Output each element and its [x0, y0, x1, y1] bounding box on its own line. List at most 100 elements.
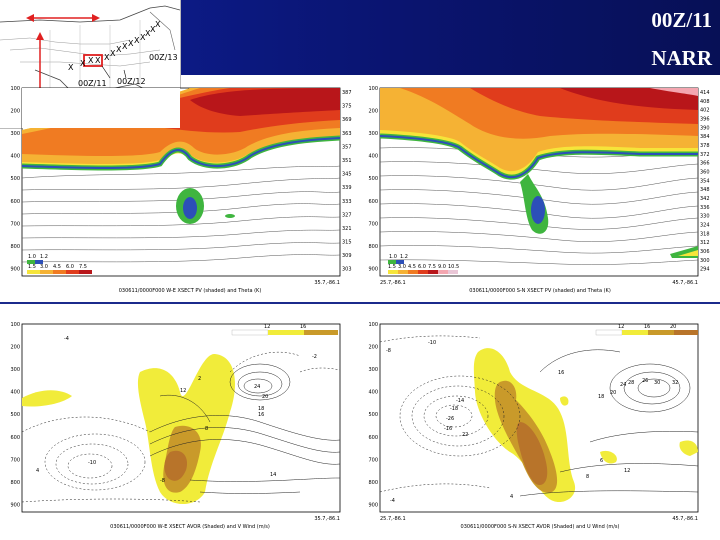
svg-text:4: 4 [36, 468, 39, 474]
theta-tick: 387 [342, 90, 352, 96]
theta-tick: 324 [700, 223, 710, 229]
theta-tick: 309 [342, 253, 352, 259]
theta-tick: 303 [342, 267, 352, 273]
theta-axis-pv-sn: 414 408 402 396 390 384 378 372 366 360 354 348 342 3… [700, 90, 710, 273]
theta-tick: 306 [700, 249, 710, 255]
pressure-tick: 100 [10, 322, 20, 328]
pressure-tick: 200 [368, 345, 378, 351]
pressure-tick: 800 [10, 244, 20, 250]
svg-text:7.5: 7.5 [79, 264, 87, 270]
pressure-tick: 900 [368, 266, 378, 272]
svg-text:2: 2 [198, 376, 201, 382]
pressure-tick: 500 [10, 412, 20, 418]
svg-text:4.5: 4.5 [408, 264, 416, 270]
pressure-axis-pv-we: 100 200 300 400 500 600 700 800 900 [10, 86, 20, 272]
svg-text:6: 6 [600, 458, 603, 464]
track-marker: X [80, 59, 86, 68]
svg-text:18: 18 [258, 406, 264, 412]
pressure-tick: 300 [10, 131, 20, 137]
caption-pv-sn: 030611/0000F000 S-N XSECT PV (shaded) an… [469, 288, 611, 294]
track-marker: X [68, 63, 74, 72]
pressure-tick: 900 [368, 502, 378, 508]
theta-tick: 339 [342, 185, 352, 191]
theta-tick: 294 [700, 267, 710, 273]
pressure-tick: 900 [10, 266, 20, 272]
svg-text:7.5: 7.5 [428, 264, 436, 270]
pressure-tick: 400 [10, 154, 20, 160]
track-marker: X [150, 25, 156, 34]
contour-labels-avor-we: -4 4 -10 24 20 12 8 18 16 14 -2 -8 2 [36, 336, 317, 484]
svg-text:32: 32 [672, 380, 678, 386]
theta-tick: 375 [342, 104, 352, 110]
theta-tick: 369 [342, 117, 352, 123]
dataset-label: NARR [651, 46, 712, 70]
theta-tick: 342 [700, 196, 710, 202]
svg-text:10.5: 10.5 [448, 264, 459, 270]
track-marker: X [88, 56, 94, 65]
svg-text:3.0: 3.0 [398, 264, 406, 270]
pressure-tick: 600 [368, 199, 378, 205]
theta-tick: 414 [700, 90, 710, 96]
theta-axis-pv-we: 387 375 369 363 357 351 345 339 333 327 321 315 309 3… [342, 90, 352, 273]
svg-text:12: 12 [264, 324, 270, 330]
pressure-tick: 200 [368, 109, 378, 115]
pressure-axis-avor-we: 100 200 300 400 500 600 700 800 900 [10, 322, 20, 508]
theta-tick: 348 [700, 187, 710, 193]
pressure-tick: 100 [10, 86, 20, 92]
svg-text:4.5: 4.5 [53, 264, 61, 270]
theta-tick: 390 [700, 125, 710, 131]
pressure-tick: 600 [10, 199, 20, 205]
svg-text:14: 14 [270, 472, 276, 478]
svg-text:20: 20 [262, 394, 268, 400]
panel-pv-sn: 1.0 1.2 1.5 3.0 4.5 6.0 7.5 9.0 10.5 100… [360, 78, 720, 300]
svg-text:18: 18 [598, 394, 604, 400]
right-end-label: 45.7,-86.1 [672, 516, 698, 522]
theta-tick: 312 [700, 240, 710, 246]
track-label-11: 00Z/11 [78, 79, 107, 88]
track-marker: X [155, 20, 161, 29]
pressure-tick: 300 [10, 367, 20, 373]
contour-labels-avor-sn: -8 -10 -14 16 -18 -26 28 26 24 22 20 18 … [386, 340, 678, 504]
svg-text:20: 20 [670, 324, 676, 330]
caption-avor-sn: 030611/0000F000 S-N XSECT AVOR (Shaded) … [461, 524, 620, 530]
pressure-tick: 200 [10, 109, 20, 115]
theta-tick: 327 [342, 212, 352, 218]
svg-text:22: 22 [462, 432, 468, 438]
svg-text:24: 24 [254, 384, 260, 390]
time-label: 00Z/11 [651, 8, 712, 32]
caption-pv-we: 030611/0000F000 W-E XSECT PV (shaded) an… [119, 288, 262, 294]
pressure-tick: 400 [368, 154, 378, 160]
pressure-tick: 500 [10, 176, 20, 182]
theta-tick: 336 [700, 205, 710, 211]
theta-tick: 366 [700, 161, 710, 167]
pressure-tick: 400 [368, 390, 378, 396]
track-marker: X [95, 56, 101, 65]
svg-text:-8: -8 [386, 348, 391, 354]
track-marker: X [110, 49, 116, 58]
theta-tick: 345 [342, 172, 352, 178]
pressure-tick: 100 [368, 322, 378, 328]
svg-text:-4: -4 [64, 336, 69, 342]
theta-tick: 372 [700, 152, 710, 158]
svg-text:8: 8 [586, 474, 589, 480]
svg-text:12: 12 [624, 468, 630, 474]
pressure-tick: 900 [10, 502, 20, 508]
svg-text:-14: -14 [456, 398, 464, 404]
theta-tick: 333 [342, 199, 352, 205]
pressure-tick: 500 [368, 412, 378, 418]
pressure-tick: 700 [10, 457, 20, 463]
svg-text:26: 26 [642, 378, 648, 384]
panel-avor-sn: -8 -10 -14 16 -18 -26 28 26 24 22 20 18 … [360, 312, 720, 540]
svg-text:1.5: 1.5 [388, 264, 396, 270]
track-marker: X [116, 45, 122, 54]
theta-tick: 357 [342, 144, 352, 150]
theta-tick: 402 [700, 108, 710, 114]
svg-text:-8: -8 [160, 478, 165, 484]
pressure-tick: 700 [368, 221, 378, 227]
pressure-tick: 100 [368, 86, 378, 92]
panel-pv-we: 1.0 1.2 1.5 3.0 4.5 6.0 7.5 100 200 300 400… [0, 78, 360, 300]
track-marker: X [128, 39, 134, 48]
pressure-tick: 200 [10, 345, 20, 351]
svg-text:-10: -10 [428, 340, 436, 346]
svg-text:-26: -26 [446, 416, 454, 422]
